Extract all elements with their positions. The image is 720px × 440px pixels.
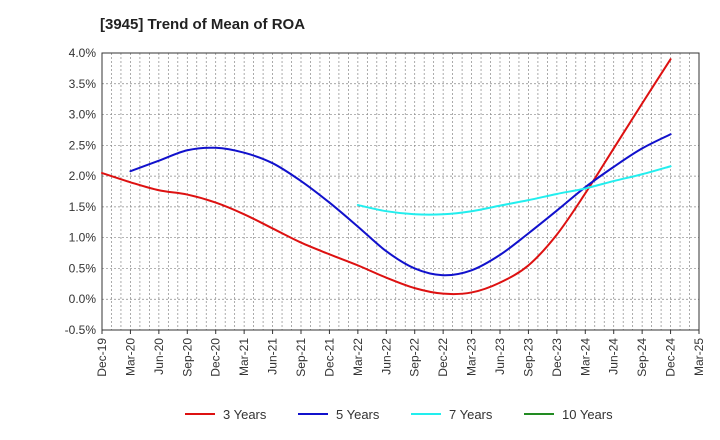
chart-title: [3945] Trend of Mean of ROA	[100, 16, 305, 33]
x-tick-label: Jun-24	[607, 338, 621, 375]
y-tick-label: 1.0%	[69, 231, 97, 245]
x-tick-label: Jun-20	[152, 338, 166, 375]
x-tick-label: Sep-21	[294, 338, 308, 377]
x-tick-label: Dec-20	[209, 338, 223, 377]
x-tick-label: Dec-21	[322, 338, 336, 377]
x-tick-label: Jun-21	[266, 338, 280, 375]
y-tick-label: 1.5%	[69, 200, 97, 214]
x-tick-label: Sep-24	[635, 338, 649, 377]
x-tick-label: Dec-23	[550, 338, 564, 377]
x-tick-label: Dec-24	[664, 338, 678, 377]
y-tick-label: 2.5%	[69, 138, 97, 152]
x-tick-label: Mar-23	[465, 338, 479, 376]
x-tick-label: Dec-19	[95, 338, 109, 377]
x-tick-label: Jun-22	[379, 338, 393, 375]
legend: 3 Years 5 Years 7 Years 10 Years	[185, 407, 613, 422]
x-tick-label: Jun-23	[493, 338, 507, 375]
y-tick-label: 2.0%	[69, 169, 97, 183]
y-tick-label: 3.5%	[69, 77, 97, 91]
y-tick-label: -0.5%	[65, 323, 97, 337]
x-tick-label: Mar-20	[123, 338, 137, 376]
x-tick-label: Sep-23	[521, 338, 535, 377]
x-tick-label: Sep-22	[408, 338, 422, 377]
x-tick-label: Mar-25	[692, 338, 706, 376]
plot-background	[102, 53, 699, 330]
x-tick-label: Dec-22	[436, 338, 450, 377]
legend-label-5-years: 5 Years	[336, 407, 380, 422]
series-line-7-years	[356, 165, 672, 216]
x-tick-label: Mar-21	[237, 338, 251, 376]
x-tick-label: Sep-20	[180, 338, 194, 377]
y-tick-label: 0.5%	[69, 261, 97, 275]
x-tick-label: Mar-24	[578, 338, 592, 376]
plot-frame	[101, 52, 700, 331]
y-tick-label: 0.0%	[69, 292, 97, 306]
legend-label-7-years: 7 Years	[449, 407, 493, 422]
x-tick-label: Mar-22	[351, 338, 365, 376]
y-tick-label: 3.0%	[69, 108, 97, 122]
series-line-3-years	[101, 58, 672, 296]
legend-label-10-years: 10 Years	[562, 407, 613, 422]
legend-label-3-years: 3 Years	[223, 407, 267, 422]
y-tick-label: 4.0%	[69, 46, 97, 60]
plot-area: -0.5% 0.0% 0.5% 1.0% 1.5% 2.0% 2.5% 3.0% 3.5% 4.0…	[65, 46, 706, 377]
